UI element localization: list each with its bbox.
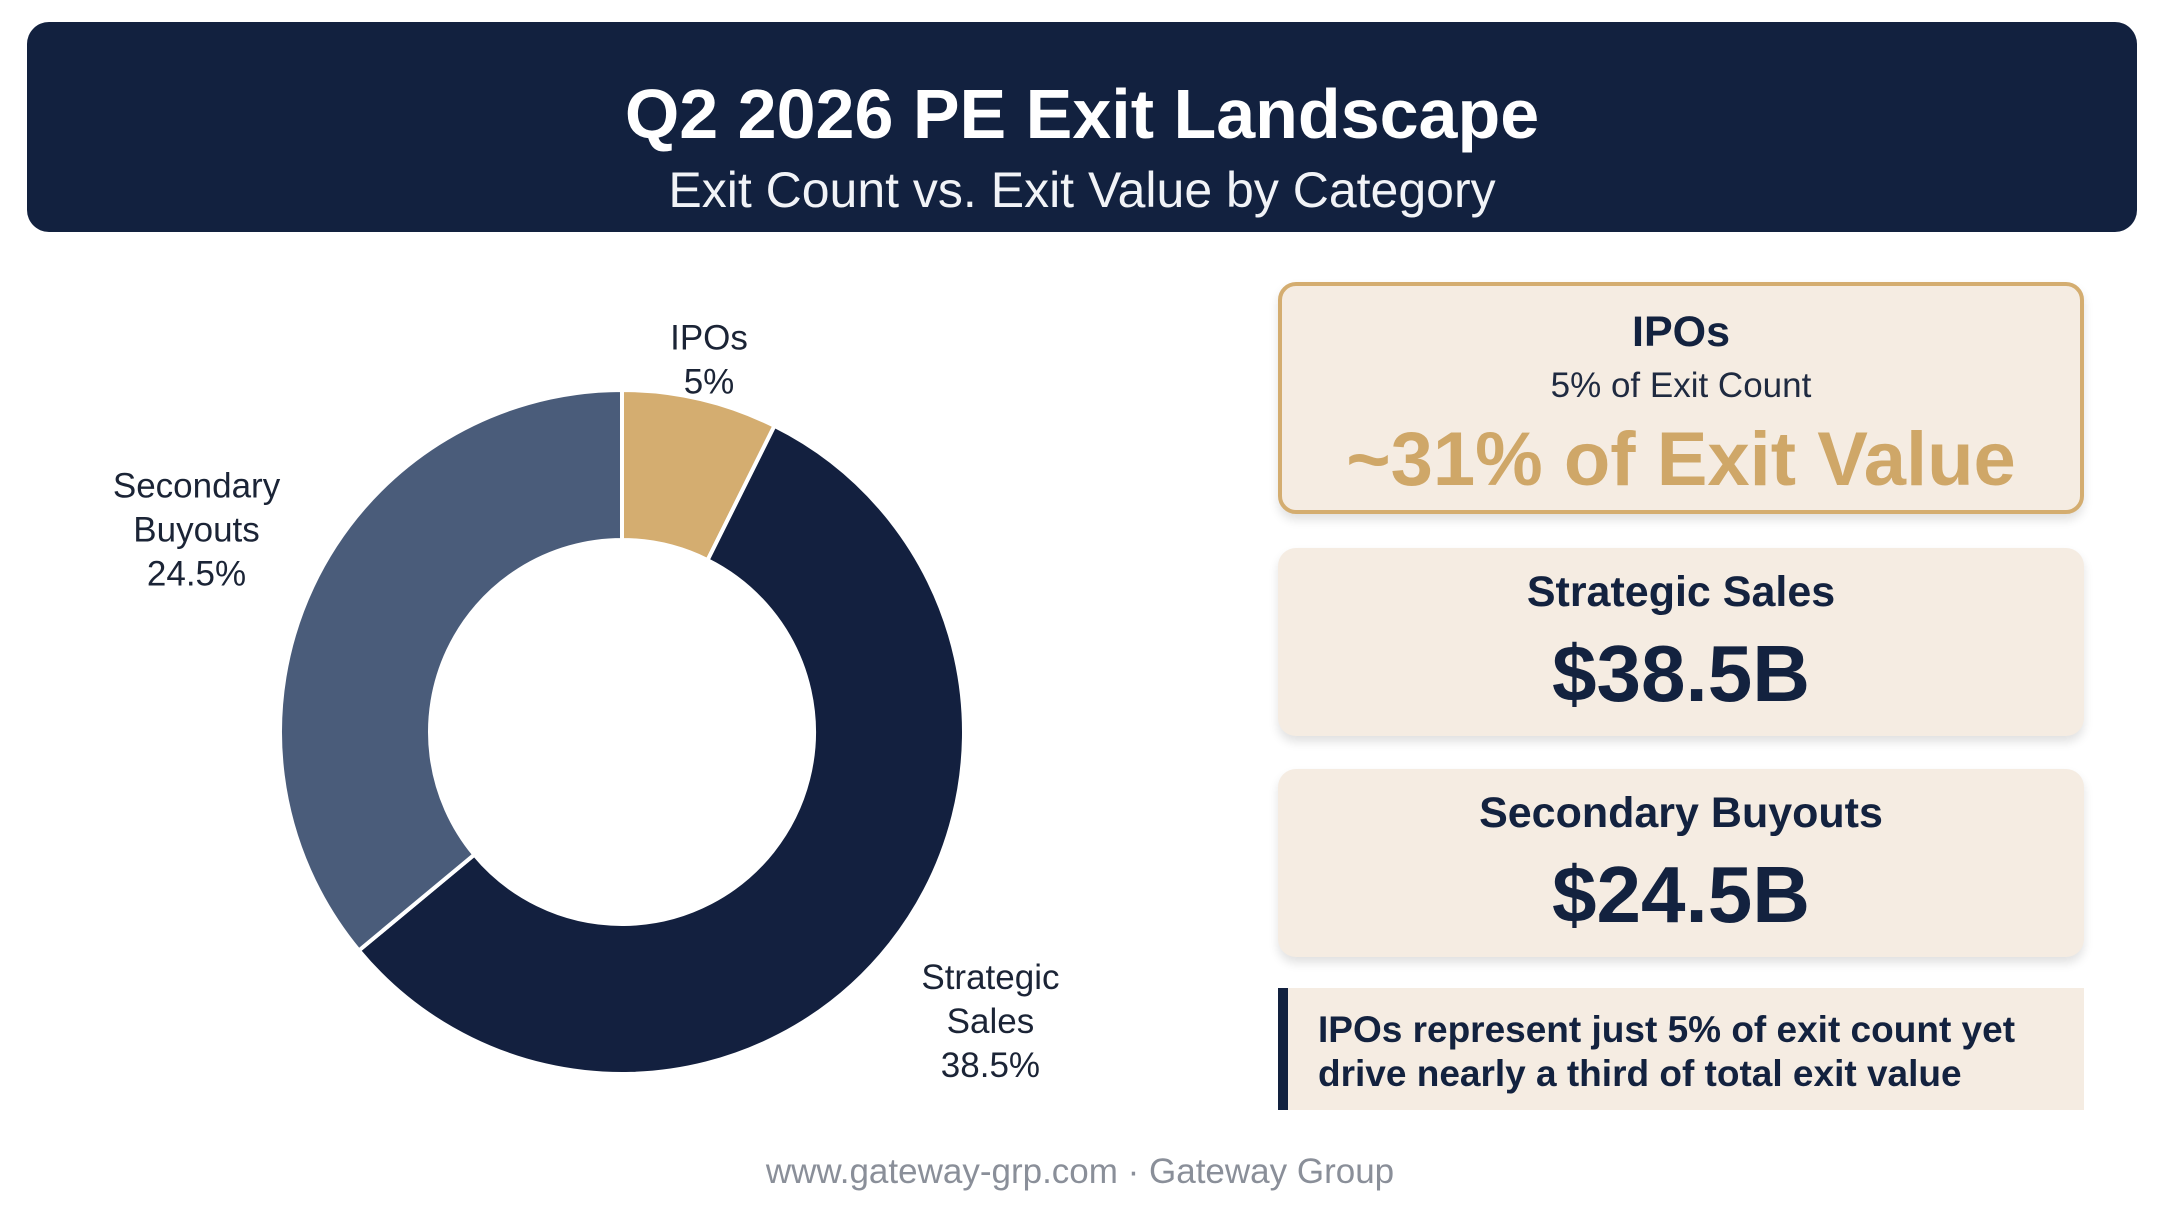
slice-label-strategic-sales-line-1: Strategic (921, 958, 1059, 997)
header-banner: Q2 2026 PE Exit Landscape Exit Count vs.… (27, 22, 2137, 232)
slice-label-ipo-line-1: IPOs (670, 318, 748, 357)
slice-label-ipo: IPOs 5% (670, 318, 748, 401)
page-title: Q2 2026 PE Exit Landscape (624, 75, 1540, 153)
secondary-card-value: $24.5B (1552, 850, 1810, 939)
slice-label-secondary-buyouts: Secondary Buyouts 24.5% (113, 467, 281, 594)
ipo-card-value: ~31% of Exit Value (1346, 417, 2016, 502)
donut-slice-strategic-sales (356, 423, 966, 1076)
ipo-card-title: IPOs (1632, 308, 1730, 356)
slice-label-strategic-sales-line-3: 38.5% (941, 1046, 1040, 1085)
donut-slice-secondary-buyouts (278, 387, 624, 954)
donut-chart: IPOs 5% Strategic Sales 38.5% Secondary Buyout… (113, 318, 1060, 1085)
callout-line-2: drive nearly a third of total exit value (1318, 1053, 1962, 1094)
callout-line-1: IPOs represent just 5% of exit count yet (1318, 1009, 2016, 1050)
strategic-card-title: Strategic Sales (1526, 568, 1836, 616)
slice-label-secondary-buyouts-line-1: Secondary (113, 467, 281, 506)
secondary-card: Secondary Buyouts $24.5B (1278, 769, 2084, 957)
page-subtitle: Exit Count vs. Exit Value by Category (668, 162, 1496, 218)
ipo-card: IPOs 5% of Exit Count ~31% of Exit Value (1278, 282, 2084, 514)
insight-callout: IPOs represent just 5% of exit count yet… (1278, 988, 2084, 1110)
secondary-card-title: Secondary Buyouts (1479, 789, 1883, 837)
slice-label-secondary-buyouts-line-3: 24.5% (147, 555, 246, 594)
slice-label-strategic-sales-line-2: Sales (947, 1002, 1035, 1041)
ipo-card-subtitle: 5% of Exit Count (1550, 366, 1812, 405)
footer-credit: www.gateway-grp.com · Gateway Group (765, 1152, 1395, 1191)
slice-label-ipo-line-2: 5% (684, 362, 735, 401)
strategic-card: Strategic Sales $38.5B (1278, 548, 2084, 736)
slice-label-secondary-buyouts-line-2: Buyouts (133, 511, 259, 550)
strategic-card-value: $38.5B (1552, 629, 1810, 718)
slice-label-strategic-sales: Strategic Sales 38.5% (921, 958, 1059, 1085)
